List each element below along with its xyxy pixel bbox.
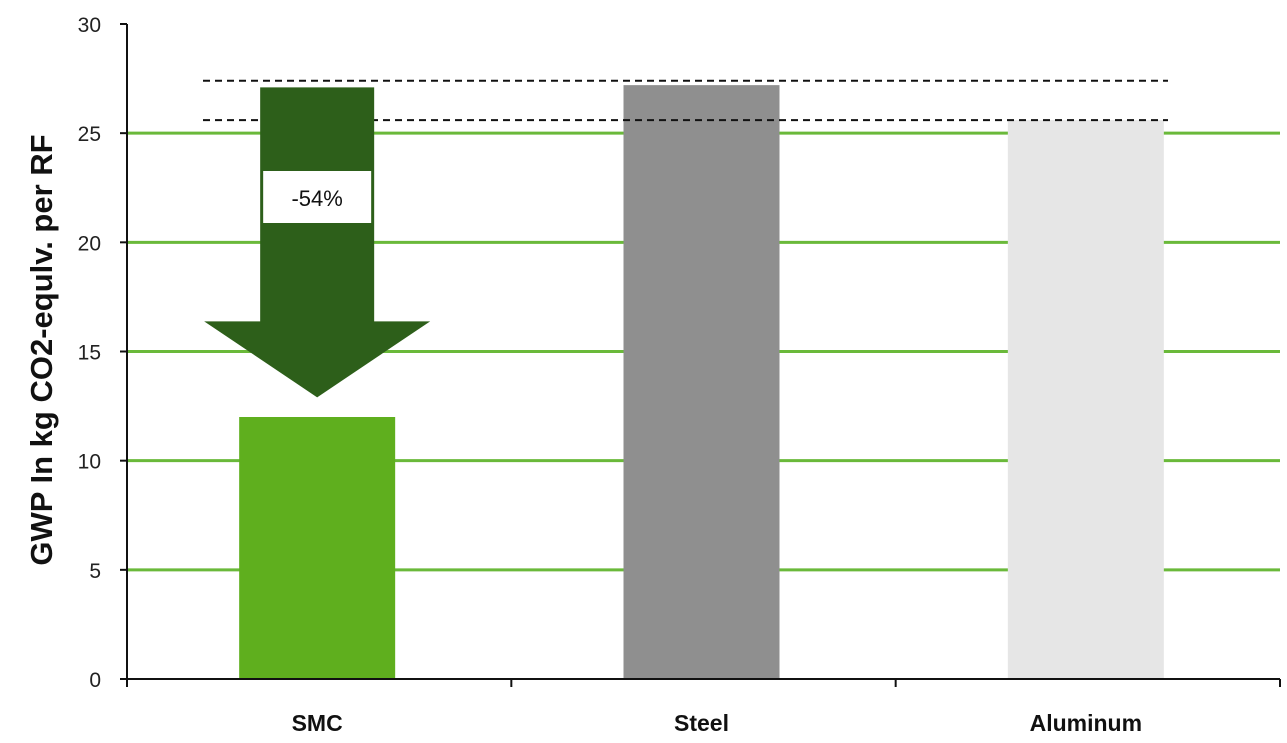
bars	[239, 85, 1164, 680]
y-tick-label: 30	[78, 14, 101, 37]
y-tick-label: 10	[78, 451, 101, 474]
bar-steel	[623, 85, 780, 680]
x-tick-label: SMC	[292, 710, 343, 736]
y-tick-label: 5	[89, 560, 101, 583]
x-tick-label: Aluminum	[1030, 710, 1142, 736]
x-tick-labels: SMC Steel Aluminum	[292, 710, 1142, 736]
bar-smc	[239, 417, 396, 679]
axes	[120, 23, 1281, 687]
y-tick-labels: 0 5 10 15 20 25 30	[78, 14, 101, 692]
reduction-arrow	[204, 87, 431, 398]
reduction-label-box	[263, 171, 372, 223]
y-axis-label: GWP In kg CO2-equlv. per RF	[24, 134, 59, 565]
reduction-label: -54%	[291, 186, 342, 211]
y-tick-label: 15	[78, 342, 101, 365]
bar-aluminum	[1007, 120, 1164, 680]
y-tick-label: 0	[89, 669, 101, 692]
y-tick-label: 20	[78, 232, 101, 255]
reduction-annotation: -54%	[204, 87, 431, 398]
x-tick-label: Steel	[674, 710, 729, 736]
y-tick-label: 25	[78, 123, 101, 146]
